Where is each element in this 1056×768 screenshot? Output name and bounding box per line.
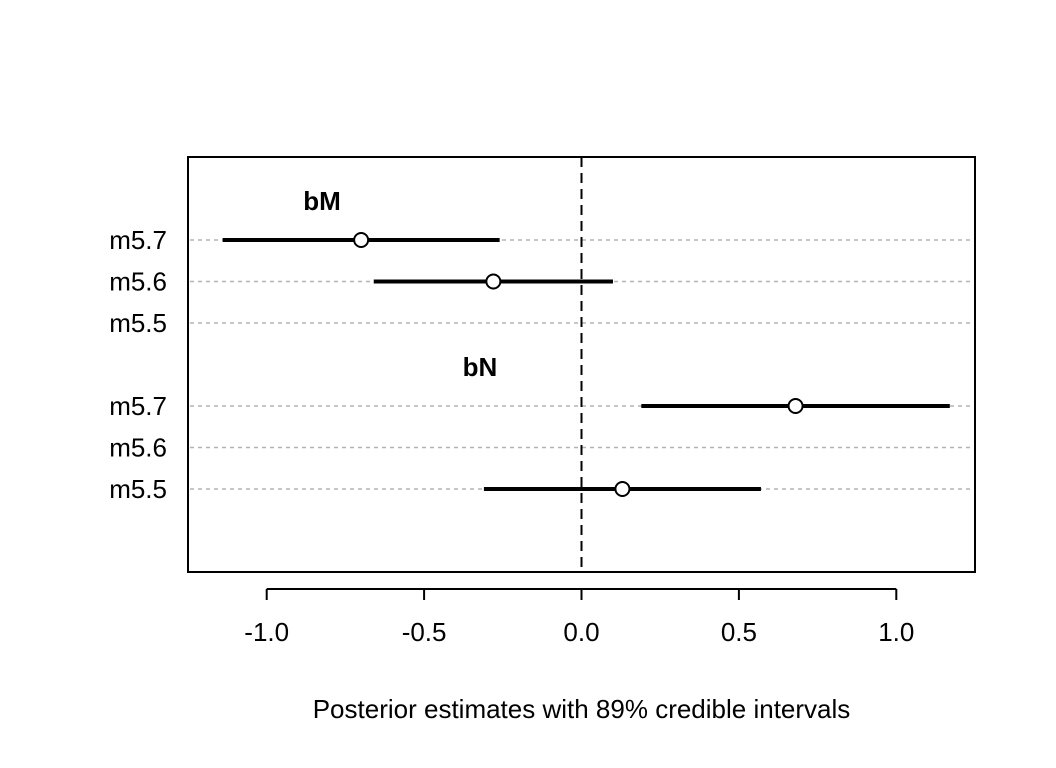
- x-tick-label: -1.0: [244, 617, 289, 647]
- group-label-bN: bN: [463, 352, 498, 382]
- point-estimate-bM-m5.7: [353, 232, 370, 248]
- group-label-bM: bM: [303, 186, 341, 216]
- row-label-bN-m5.6: m5.6: [109, 433, 167, 463]
- row-label-bM-m5.6: m5.6: [109, 267, 167, 297]
- row-label-bN-m5.7: m5.7: [109, 391, 167, 421]
- x-axis: -1.0 -0.5 0.0 0.5 1.0: [244, 588, 914, 647]
- plot-frame: [187, 156, 976, 573]
- x-tick-label: 1.0: [878, 617, 914, 647]
- x-axis-label: Posterior estimates with 89% credible in…: [313, 694, 851, 724]
- row-label-bN-m5.5: m5.5: [109, 474, 167, 504]
- row-label-bM-m5.5: m5.5: [109, 308, 167, 338]
- row-label-bM-m5.7: m5.7: [109, 225, 167, 255]
- y-axis-labels: m5.7 m5.6 m5.5 m5.7 m5.6 m5.5: [109, 225, 167, 504]
- point-estimate-bN-m5.5: [614, 481, 631, 497]
- x-tick-label: -0.5: [402, 617, 447, 647]
- credible-intervals: [222, 232, 950, 497]
- x-tick-label: 0.5: [721, 617, 757, 647]
- group-labels: bM bN: [303, 186, 497, 382]
- point-estimate-bN-m5.7: [787, 398, 804, 414]
- x-tick-label: 0.0: [563, 617, 599, 647]
- point-estimate-bM-m5.6: [485, 273, 502, 290]
